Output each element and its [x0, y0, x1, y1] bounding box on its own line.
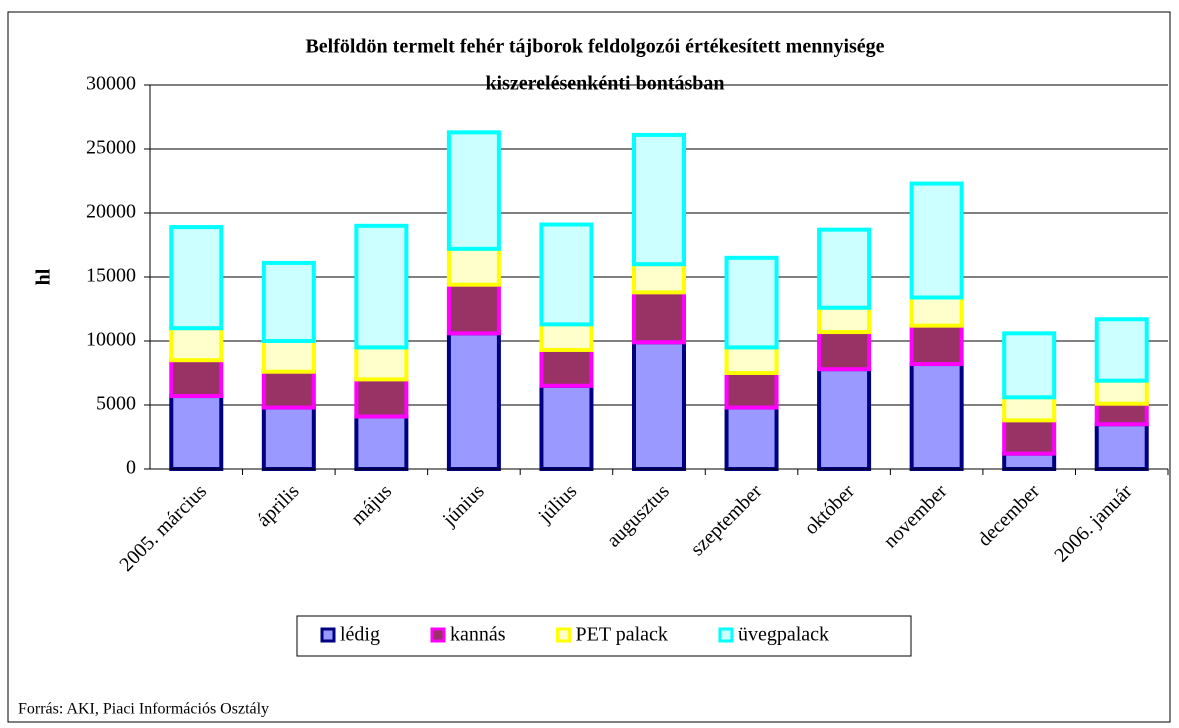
- bar-segment: [354, 345, 409, 382]
- bar-segment: [909, 181, 964, 300]
- bar-segment: [1002, 331, 1057, 400]
- bar-segment: [446, 130, 501, 251]
- bar-segment: [724, 345, 779, 375]
- legend-box: [296, 615, 912, 657]
- bar-segment: [539, 322, 594, 352]
- legend-label: lédig: [340, 624, 380, 646]
- bar-segment: [724, 405, 779, 471]
- bar-segment: [539, 222, 594, 327]
- bar-segment: [1094, 317, 1149, 383]
- legend-label: kannás: [450, 624, 506, 646]
- bar-segment: [632, 340, 686, 471]
- bar-segment: [1002, 418, 1057, 456]
- bar-segment: [446, 282, 501, 336]
- bar-segment: [169, 225, 224, 331]
- y-tick-label: 25000: [86, 137, 136, 159]
- bar-segment: [446, 246, 501, 287]
- bar-segment: [724, 255, 779, 350]
- y-tick-label: 30000: [86, 73, 136, 95]
- bar-segment: [817, 227, 872, 310]
- legend-swatch: [430, 627, 446, 643]
- bar-segment: [1094, 401, 1149, 427]
- bar-segment: [724, 371, 779, 410]
- bar-segment: [1002, 395, 1057, 423]
- legend-swatch: [320, 627, 336, 643]
- bar-segment: [261, 405, 316, 471]
- legend-label: PET palack: [576, 624, 668, 646]
- bar-segment: [261, 339, 316, 374]
- bar-segment: [354, 414, 409, 471]
- y-tick-label: 0: [126, 457, 136, 479]
- bar-segment: [632, 290, 686, 345]
- bar-segment: [817, 330, 872, 372]
- bar-segment: [261, 369, 316, 410]
- bar-segment: [632, 132, 686, 267]
- bar-segment: [169, 326, 224, 363]
- bar-segment: [169, 358, 224, 399]
- bar-segment: [539, 347, 594, 388]
- bar-segment: [1094, 378, 1149, 406]
- y-tick-label: 10000: [86, 329, 136, 351]
- bar-segment: [632, 262, 686, 295]
- bar-segment: [169, 394, 224, 472]
- y-axis-label: hl: [33, 268, 55, 285]
- y-tick-label: 5000: [96, 393, 136, 415]
- legend-swatch: [718, 627, 734, 643]
- bar-segment: [909, 362, 964, 472]
- legend-swatch: [556, 627, 572, 643]
- bar-segment: [1002, 451, 1057, 472]
- bar-segment: [817, 305, 872, 335]
- chart-title: kiszerelésenkénti bontásban: [485, 73, 724, 95]
- bar-segment: [909, 323, 964, 367]
- bar-segment: [909, 295, 964, 328]
- bar-segment: [261, 260, 316, 344]
- bar-segment: [354, 377, 409, 419]
- y-tick-label: 15000: [86, 265, 136, 287]
- source-note: Forrás: AKI, Piaci Információs Osztály: [18, 701, 269, 718]
- y-tick-label: 20000: [86, 201, 136, 223]
- bar-segment: [817, 367, 872, 471]
- chart-title: Belföldön termelt fehér tájborok feldolg…: [305, 36, 884, 58]
- bar-segment: [354, 223, 409, 350]
- legend-label: üvegpalack: [738, 624, 829, 646]
- bar-segment: [539, 383, 594, 471]
- bar-segment: [1094, 422, 1149, 472]
- bar-segment: [446, 331, 501, 471]
